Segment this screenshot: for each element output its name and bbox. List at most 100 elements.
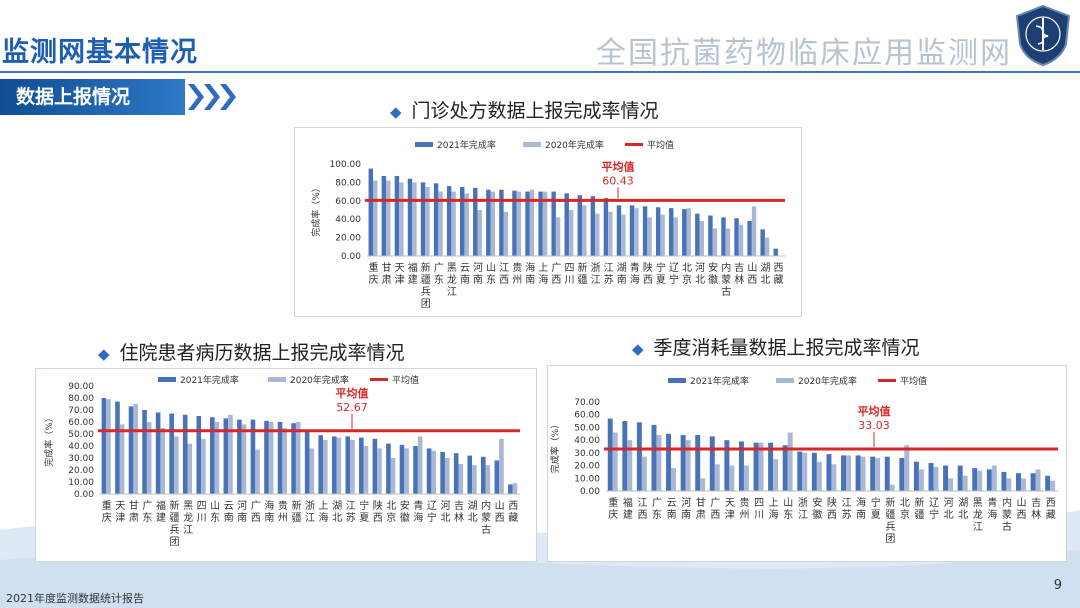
x-tick-label: 广西 [551,262,561,286]
legend-entry: 平均值 [647,139,674,151]
bar-2021 [381,175,387,256]
average-label: 平均值 [858,404,891,418]
bar-2021 [473,187,478,256]
bar-2020 [201,438,206,494]
x-tick-label: 天津 [395,263,405,286]
bar-2021 [826,454,832,491]
bar-2021 [237,419,242,494]
bar-2021 [426,448,432,494]
x-tick-label: 贵州 [512,261,522,286]
x-tick-label: 贵州 [740,496,750,521]
legend-entry: 平均值 [900,375,927,387]
x-tick-label: 吉林 [734,262,744,286]
bar-2020 [399,182,404,256]
bar-2020 [948,478,954,491]
bar-2020 [641,456,647,491]
bar-2020 [608,211,613,256]
bar-2020 [875,457,881,491]
bar-2021 [753,442,759,491]
y-tick-label: 50.00 [574,423,600,433]
legend-entry: 2021年完成率 [690,375,749,387]
x-tick-label: 辽宁 [427,500,437,524]
y-tick-label: 20.00 [574,462,600,472]
bar-2020 [431,450,436,494]
legend-swatch [415,142,433,147]
x-tick-label: 四川 [564,263,574,286]
y-tick-label: 80.00 [68,394,94,404]
x-tick-label: 黑龙江 [973,497,983,533]
bar-2021 [1001,471,1007,491]
bar-2021 [318,435,324,494]
bar-2021 [636,422,642,491]
section-tab: 数据上报情况 [0,79,185,115]
average-value-label: 52.67 [336,401,368,414]
y-tick-label: 40.00 [574,436,600,446]
bar-2020 [542,191,548,256]
x-tick-label: 广西 [710,497,720,521]
bar-2021 [1045,475,1051,491]
bar-2020 [363,446,369,494]
bar-2021 [708,215,713,256]
y-axis-label: 完成率（%） [310,183,322,237]
bar-2020 [764,237,770,256]
bar-2021 [721,217,726,256]
bar-2021 [682,209,687,256]
bar-2020 [377,448,382,494]
x-tick-label: 安徽 [400,499,410,524]
bar-2021 [855,455,861,491]
legend-entry: 2020年完成率 [290,374,349,386]
y-tick-label: 0.00 [580,487,600,497]
bar-2020 [425,187,430,256]
bar-2020 [595,213,600,256]
x-tick-label: 天津 [115,501,125,524]
bar-2021 [368,168,374,256]
report-footer: 2021年度监测数据统计报告 [6,592,144,605]
x-tick-label: 广东 [142,500,152,524]
bar-2020 [214,422,220,494]
x-tick-label: 西藏 [1046,498,1056,521]
y-axis-label: 完成率（%） [549,420,561,474]
bar-2020 [621,214,626,256]
bar-2021 [734,218,739,256]
x-tick-label: 重庆 [608,496,618,521]
bar-2020 [712,228,718,256]
x-tick-label: 宁夏 [359,499,369,524]
bar-2020 [787,432,793,491]
bar-2020 [660,214,665,256]
bar-2020 [738,224,744,256]
bar-2020 [472,465,477,494]
bar-2020 [673,217,678,256]
legend-swatch [523,142,541,147]
bar-2021 [304,430,310,494]
legend-entry: 2021年完成率 [437,139,496,151]
bar-2020 [412,182,417,256]
bar-2021 [666,433,672,491]
x-tick-label: 重庆 [369,261,379,286]
bar-2020 [417,436,423,494]
bar-2020 [309,448,315,494]
bar-2020 [146,422,152,494]
bar-2020 [1020,478,1026,491]
bar-2020 [634,208,639,256]
bar-2020 [241,424,247,494]
bar-2020 [458,464,464,494]
bar-2020 [1006,478,1012,491]
bar-2020 [991,465,997,491]
x-tick-label: 甘肃 [696,496,706,521]
bar-2021 [551,191,556,256]
x-tick-label: 福建 [408,261,418,286]
x-tick-label: 上海 [319,500,329,524]
bar-2020 [758,442,764,491]
x-tick-label: 湖北 [958,497,968,521]
bar-2021 [1030,473,1036,491]
bar-2021 [486,189,491,256]
bar-2020 [228,414,233,494]
bar-2021 [440,452,445,494]
bar-2021 [386,443,391,494]
bar-2021 [413,446,418,494]
x-tick-label: 浙江 [591,262,601,286]
bar-2021 [467,455,473,494]
y-tick-label: 20.00 [335,234,361,244]
bar-2021 [250,419,256,494]
bar-2021 [420,182,426,256]
